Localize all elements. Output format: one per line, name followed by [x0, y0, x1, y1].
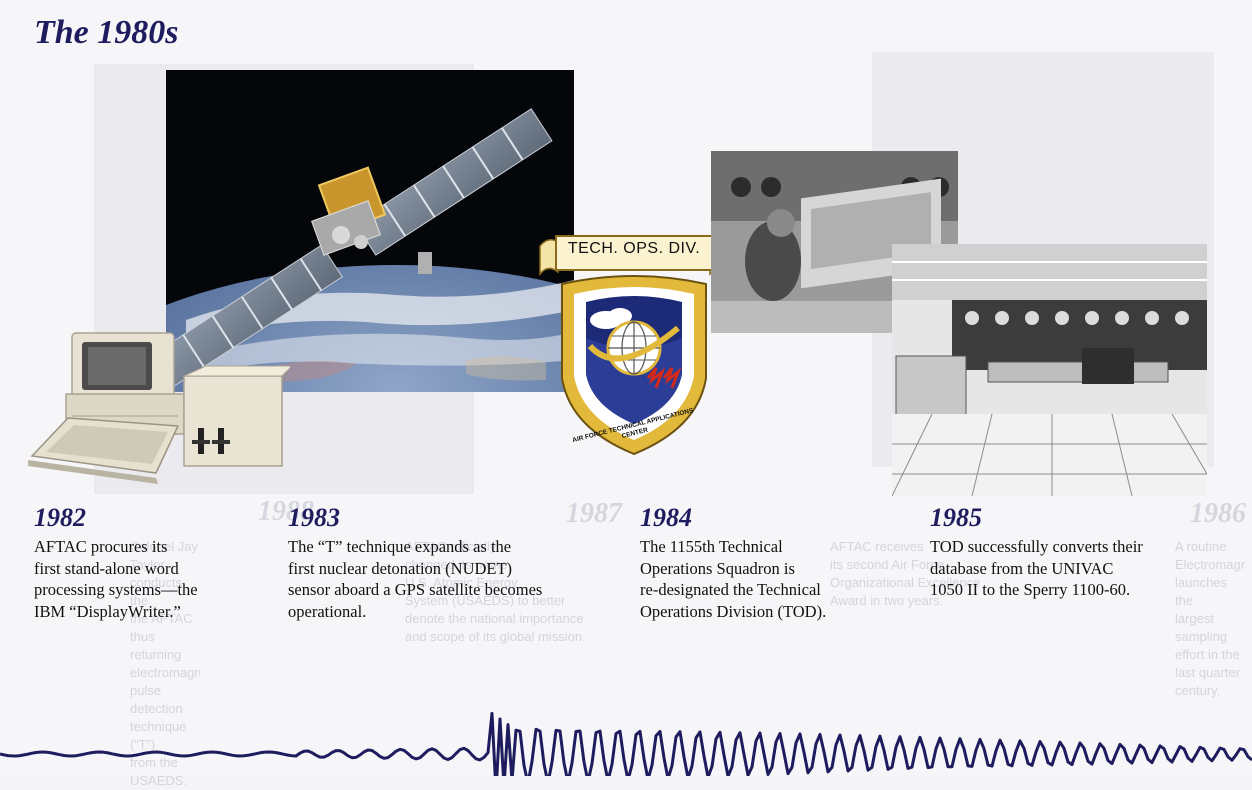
- bleed-year-1987: 1987: [566, 498, 622, 529]
- timeline-text-1985: TOD successfully converts their database…: [930, 537, 1143, 599]
- bleed-year-1986: 1986: [1190, 498, 1246, 529]
- timeline-year-1983: 1983: [288, 503, 340, 532]
- seismograph-trace: [0, 711, 1252, 776]
- bleed-text-3: A routine Electromagnetic launches the l…: [1175, 539, 1245, 698]
- timeline-text-1984: The 1155th Technical Operations Squadron…: [640, 537, 827, 621]
- timeline-year-1984: 1984: [640, 503, 692, 532]
- bleed-text-2: AFTAC receives its second Air Force Orga…: [830, 539, 981, 608]
- timeline-text-1983: The “T” technique expands as the first n…: [288, 537, 543, 621]
- bleed-year-1988: 1988: [258, 496, 314, 527]
- badge-banner-text: TECH. OPS. DIV.: [567, 240, 701, 257]
- page-title: The 1980s: [34, 14, 179, 51]
- ibm-displaywriter-photo: [28, 328, 290, 488]
- sperry-computer-room-photo: [892, 244, 1207, 496]
- bleed-text-1: AFTAC officially changed its name U.S. A…: [405, 539, 586, 644]
- tech-ops-div-badge: TECH. OPS. DIV. AIR FORCE TECHNICAL APPL…: [528, 228, 740, 460]
- timeline-year-1985: 1985: [930, 503, 982, 532]
- gps-satellite-photo: [166, 70, 574, 392]
- timeline-text-1982: AFTAC procures its first stand-alone wor…: [34, 537, 198, 621]
- timeline-year-1982: 1982: [34, 503, 86, 532]
